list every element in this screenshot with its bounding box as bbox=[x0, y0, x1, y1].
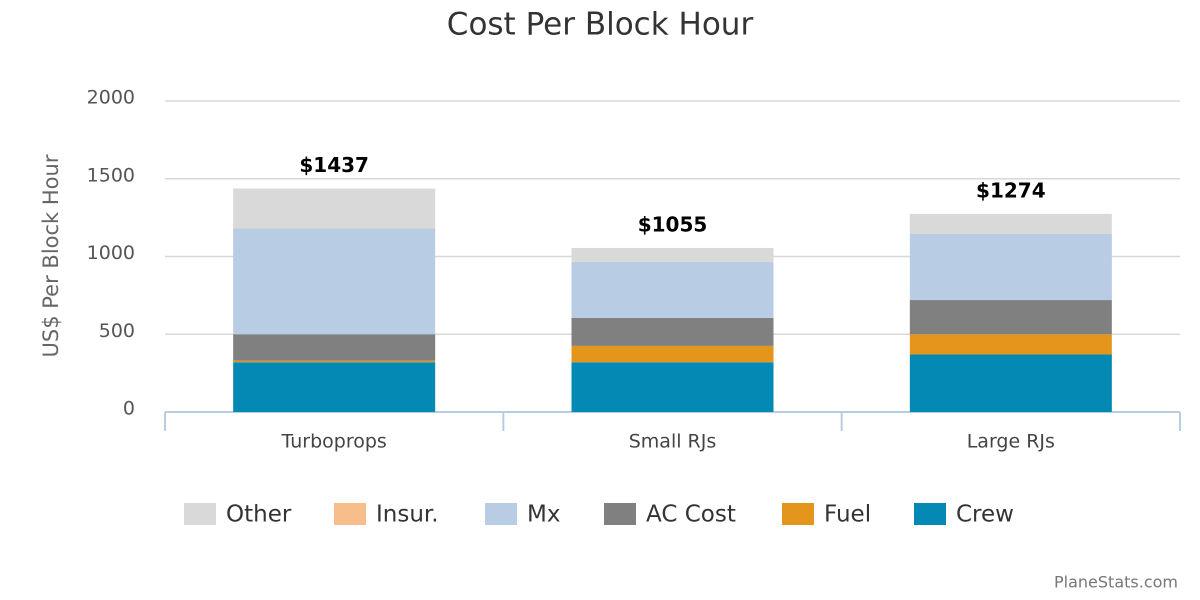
legend-label: Fuel bbox=[824, 502, 871, 528]
legend-swatch bbox=[485, 503, 517, 525]
y-axis-title: US$ Per Block Hour bbox=[39, 154, 63, 357]
legend-swatch bbox=[604, 503, 636, 525]
bar-segment bbox=[909, 300, 1112, 335]
bar-segment bbox=[233, 334, 436, 361]
y-tick-label: 0 bbox=[123, 398, 135, 420]
legend-label: Crew bbox=[956, 502, 1014, 528]
legend-swatch bbox=[184, 503, 216, 525]
total-label: $1437 bbox=[299, 153, 369, 177]
bar-segment bbox=[909, 354, 1112, 412]
x-tick-label: Turboprops bbox=[281, 431, 387, 453]
total-label: $1274 bbox=[976, 178, 1046, 202]
bar-segment bbox=[909, 233, 1112, 301]
bar-segment bbox=[571, 317, 774, 346]
y-tick-label: 1000 bbox=[87, 242, 135, 264]
bar-segment bbox=[233, 228, 436, 335]
total-label: $1055 bbox=[638, 212, 708, 236]
bar-segment bbox=[909, 213, 1112, 234]
bar-segment bbox=[233, 360, 436, 363]
legend-swatch bbox=[914, 503, 946, 525]
y-tick-label: 500 bbox=[99, 320, 135, 342]
legend-swatch bbox=[782, 503, 814, 525]
bar-segment bbox=[909, 334, 1112, 355]
x-tick-label: Small RJs bbox=[629, 431, 717, 453]
bar-segment bbox=[571, 345, 774, 363]
bar-segment bbox=[233, 188, 436, 229]
y-tick-label: 1500 bbox=[87, 164, 135, 186]
chart-title: Cost Per Block Hour bbox=[447, 7, 754, 43]
credit: PlaneStats.com bbox=[1054, 573, 1178, 592]
legend-label: Other bbox=[226, 502, 292, 528]
legend-swatch bbox=[334, 503, 366, 525]
bar-segment bbox=[233, 362, 436, 412]
legend-label: Insur. bbox=[376, 502, 439, 528]
legend-label: AC Cost bbox=[646, 502, 736, 528]
bar-segment bbox=[571, 261, 774, 318]
legend-label: Mx bbox=[527, 502, 560, 528]
bar-segment bbox=[571, 247, 774, 262]
x-tick-label: Large RJs bbox=[967, 431, 1055, 453]
bar-segment bbox=[571, 362, 774, 412]
y-tick-label: 2000 bbox=[87, 87, 135, 109]
